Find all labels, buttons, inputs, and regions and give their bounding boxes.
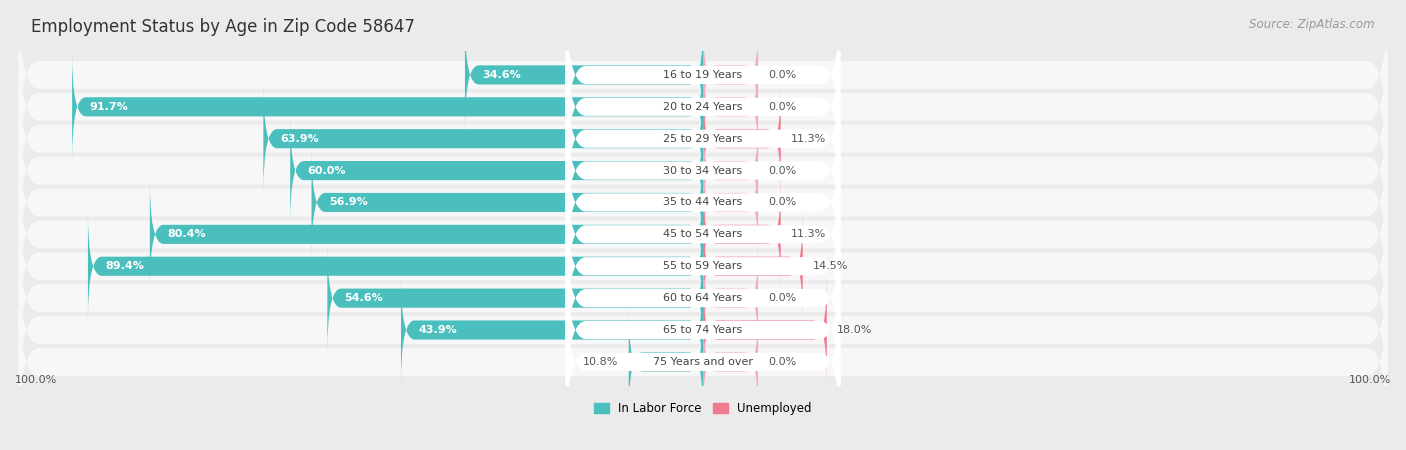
FancyBboxPatch shape — [703, 308, 758, 416]
Text: 34.6%: 34.6% — [482, 70, 520, 80]
Text: 20 to 24 Years: 20 to 24 Years — [664, 102, 742, 112]
FancyBboxPatch shape — [401, 276, 703, 384]
Text: 80.4%: 80.4% — [167, 230, 205, 239]
FancyBboxPatch shape — [565, 116, 841, 289]
FancyBboxPatch shape — [263, 85, 703, 193]
Text: 16 to 19 Years: 16 to 19 Years — [664, 70, 742, 80]
Text: 0.0%: 0.0% — [768, 357, 797, 367]
Text: 10.8%: 10.8% — [583, 357, 619, 367]
Text: 56.9%: 56.9% — [329, 198, 367, 207]
Text: 100.0%: 100.0% — [1348, 375, 1391, 385]
FancyBboxPatch shape — [703, 117, 758, 225]
Legend: In Labor Force, Unemployed: In Labor Force, Unemployed — [589, 398, 817, 420]
FancyBboxPatch shape — [150, 180, 703, 288]
Text: 60.0%: 60.0% — [308, 166, 346, 176]
Text: 0.0%: 0.0% — [768, 166, 797, 176]
FancyBboxPatch shape — [565, 243, 841, 417]
FancyBboxPatch shape — [18, 280, 1388, 444]
FancyBboxPatch shape — [628, 308, 703, 416]
FancyBboxPatch shape — [18, 57, 1388, 220]
FancyBboxPatch shape — [703, 53, 758, 161]
FancyBboxPatch shape — [703, 276, 827, 384]
Text: 43.9%: 43.9% — [418, 325, 457, 335]
FancyBboxPatch shape — [565, 148, 841, 321]
Text: 45 to 54 Years: 45 to 54 Years — [664, 230, 742, 239]
Text: 65 to 74 Years: 65 to 74 Years — [664, 325, 742, 335]
Text: 14.5%: 14.5% — [813, 261, 848, 271]
FancyBboxPatch shape — [565, 212, 841, 385]
FancyBboxPatch shape — [312, 148, 703, 256]
FancyBboxPatch shape — [703, 85, 780, 193]
Text: 0.0%: 0.0% — [768, 198, 797, 207]
FancyBboxPatch shape — [18, 248, 1388, 412]
Text: 18.0%: 18.0% — [837, 325, 873, 335]
Text: 63.9%: 63.9% — [281, 134, 319, 144]
Text: 35 to 44 Years: 35 to 44 Years — [664, 198, 742, 207]
FancyBboxPatch shape — [703, 148, 758, 256]
FancyBboxPatch shape — [565, 20, 841, 194]
Text: 75 Years and over: 75 Years and over — [652, 357, 754, 367]
Text: Employment Status by Age in Zip Code 58647: Employment Status by Age in Zip Code 586… — [31, 18, 415, 36]
FancyBboxPatch shape — [703, 212, 803, 320]
FancyBboxPatch shape — [565, 275, 841, 449]
FancyBboxPatch shape — [18, 184, 1388, 348]
Text: 0.0%: 0.0% — [768, 293, 797, 303]
FancyBboxPatch shape — [18, 121, 1388, 284]
Text: 89.4%: 89.4% — [105, 261, 143, 271]
FancyBboxPatch shape — [290, 117, 703, 225]
Text: 54.6%: 54.6% — [344, 293, 384, 303]
FancyBboxPatch shape — [328, 244, 703, 352]
FancyBboxPatch shape — [18, 216, 1388, 380]
Text: 91.7%: 91.7% — [90, 102, 128, 112]
FancyBboxPatch shape — [465, 21, 703, 129]
Text: 25 to 29 Years: 25 to 29 Years — [664, 134, 742, 144]
Text: 100.0%: 100.0% — [15, 375, 58, 385]
FancyBboxPatch shape — [89, 212, 703, 320]
Text: 11.3%: 11.3% — [792, 230, 827, 239]
FancyBboxPatch shape — [72, 53, 703, 161]
FancyBboxPatch shape — [703, 244, 758, 352]
Text: 0.0%: 0.0% — [768, 102, 797, 112]
Text: 0.0%: 0.0% — [768, 70, 797, 80]
FancyBboxPatch shape — [565, 84, 841, 257]
FancyBboxPatch shape — [703, 21, 758, 129]
FancyBboxPatch shape — [18, 153, 1388, 316]
Text: 55 to 59 Years: 55 to 59 Years — [664, 261, 742, 271]
FancyBboxPatch shape — [565, 52, 841, 225]
FancyBboxPatch shape — [18, 25, 1388, 189]
FancyBboxPatch shape — [18, 0, 1388, 157]
Text: 60 to 64 Years: 60 to 64 Years — [664, 293, 742, 303]
FancyBboxPatch shape — [703, 180, 780, 288]
Text: 11.3%: 11.3% — [792, 134, 827, 144]
FancyBboxPatch shape — [565, 180, 841, 353]
FancyBboxPatch shape — [18, 89, 1388, 252]
Text: Source: ZipAtlas.com: Source: ZipAtlas.com — [1250, 18, 1375, 31]
FancyBboxPatch shape — [565, 0, 841, 162]
Text: 30 to 34 Years: 30 to 34 Years — [664, 166, 742, 176]
